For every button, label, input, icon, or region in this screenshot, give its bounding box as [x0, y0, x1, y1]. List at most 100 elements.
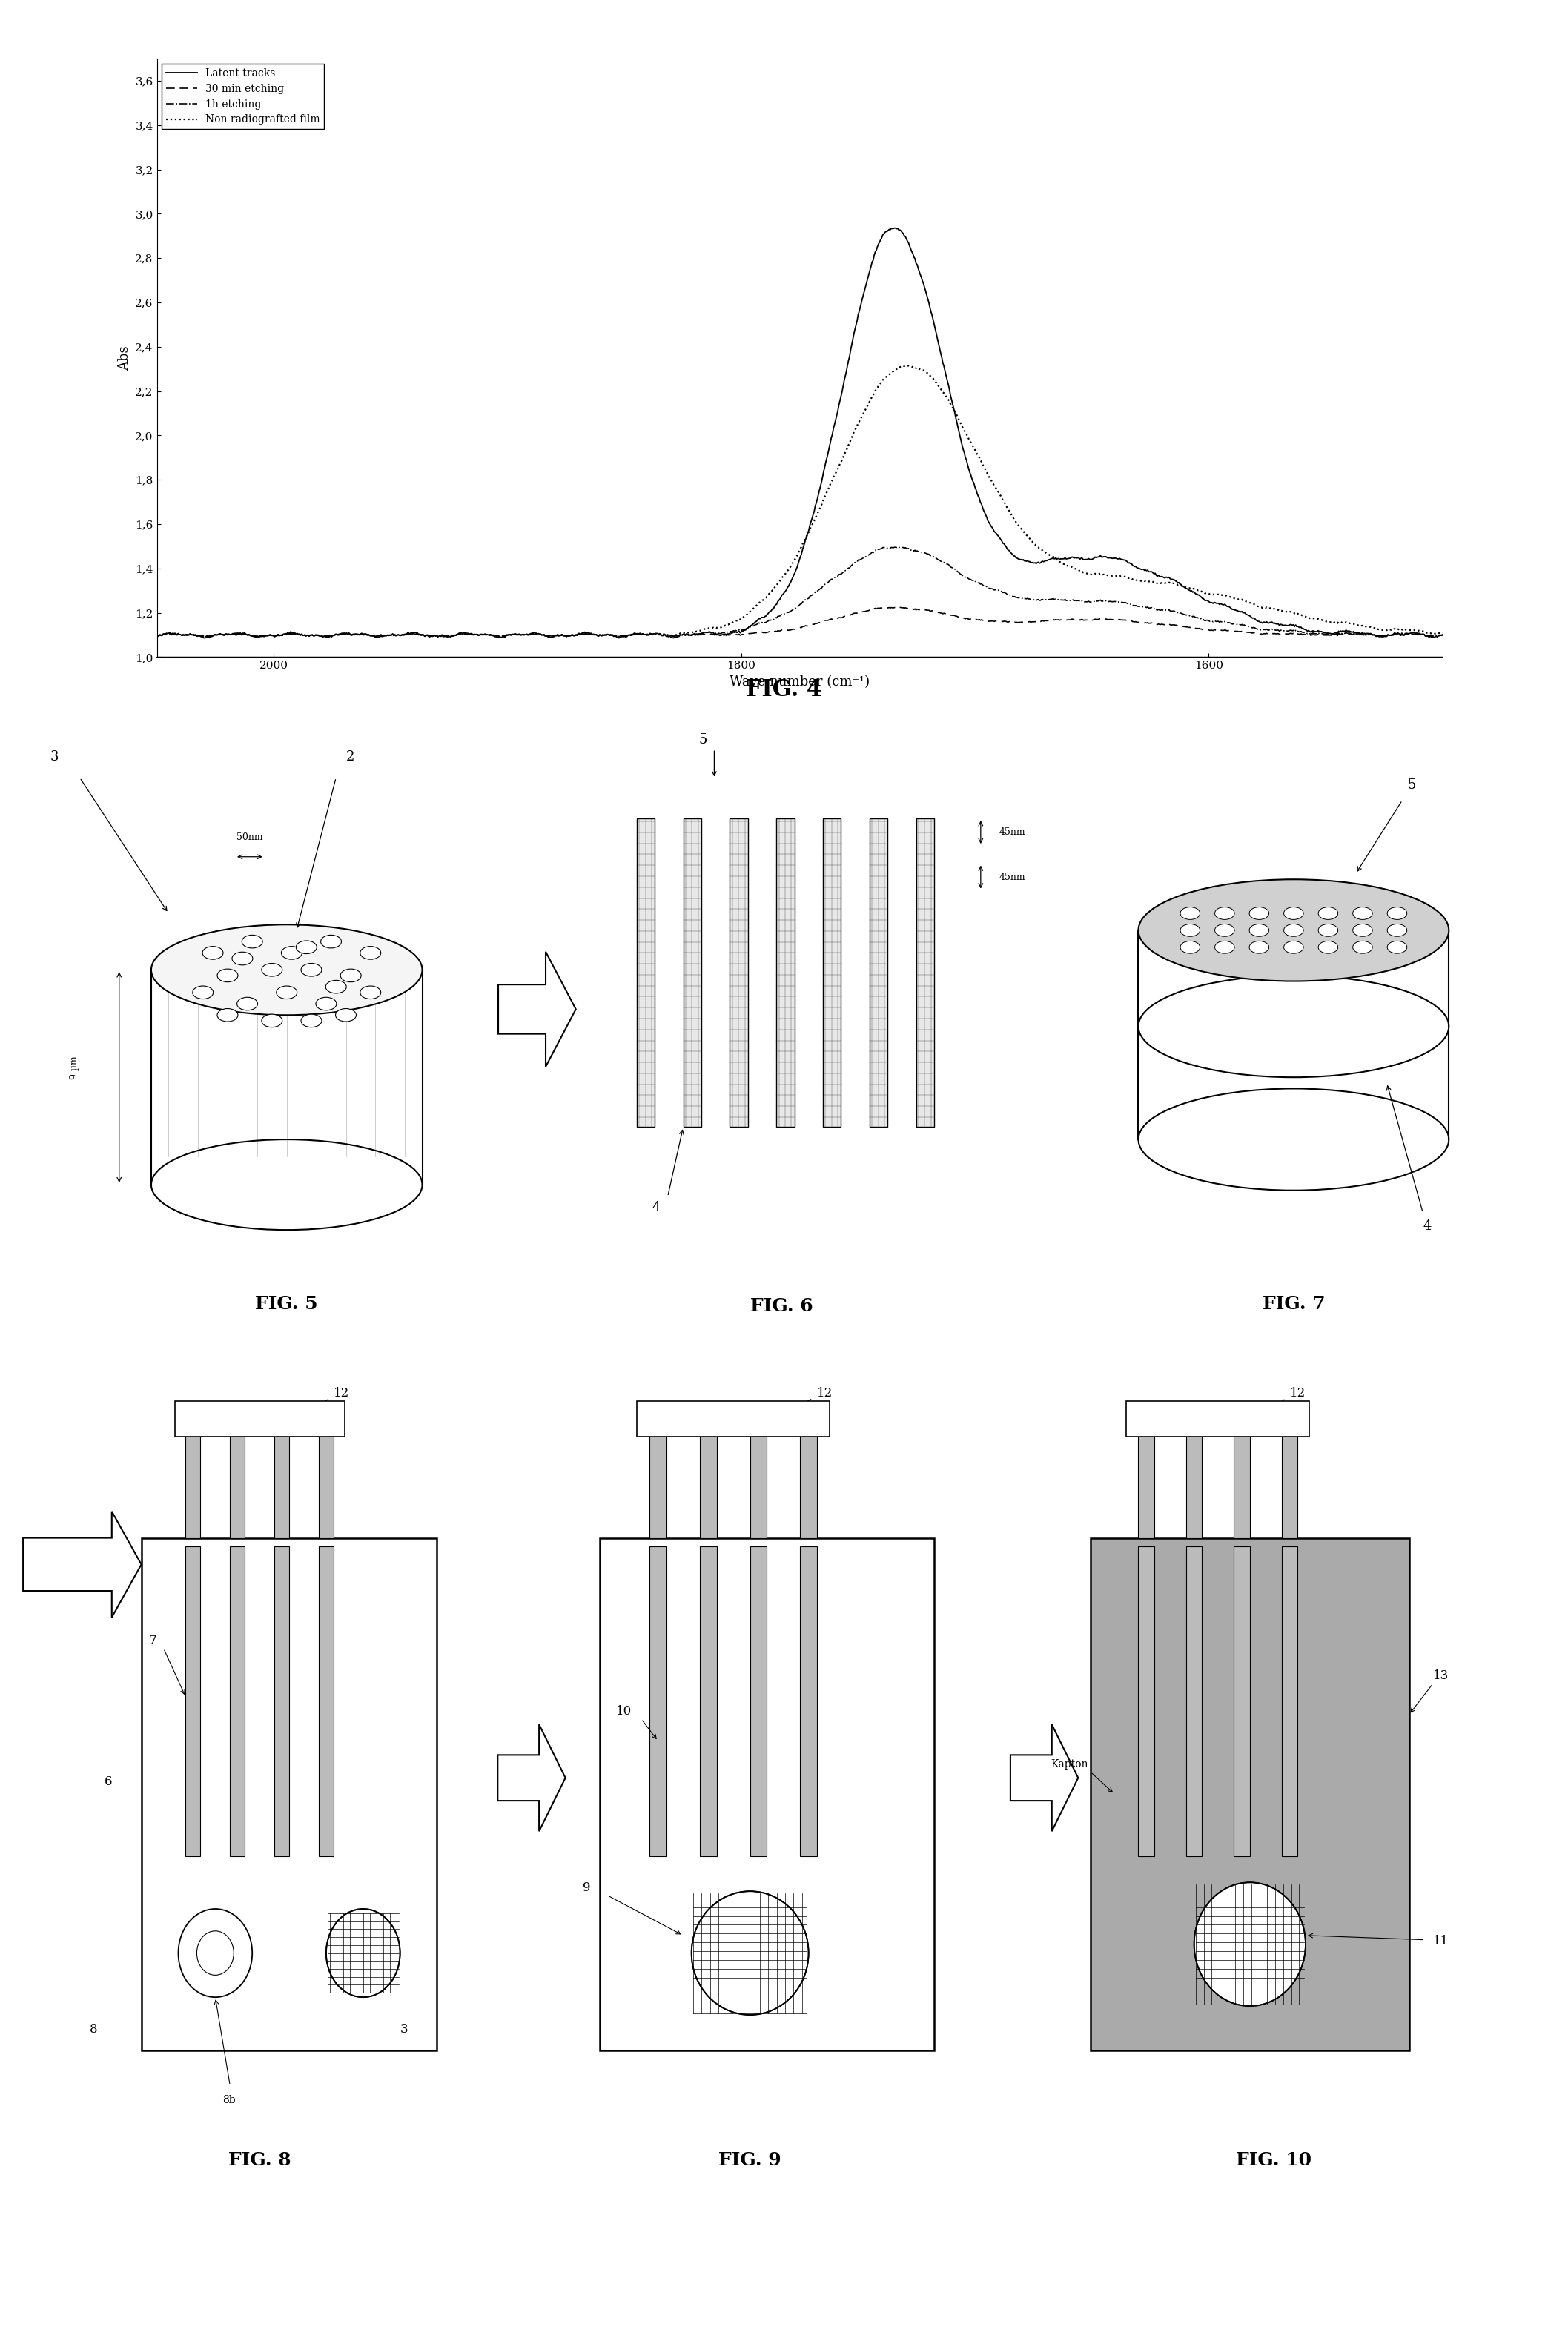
Ellipse shape [1353, 941, 1372, 953]
Text: 8b: 8b [223, 2096, 235, 2105]
Text: 13: 13 [1433, 1669, 1449, 1683]
Text: FIG. 10: FIG. 10 [1236, 2150, 1311, 2169]
Latent tracks [580, 620, 599, 648]
Text: FIG. 5: FIG. 5 [256, 1296, 318, 1312]
Ellipse shape [1388, 925, 1406, 936]
Text: 2: 2 [347, 751, 354, 763]
Bar [699, 1422, 717, 1537]
Non radiografted film [1433, 620, 1452, 648]
Bar [729, 819, 748, 1127]
Text: FIG. 9: FIG. 9 [718, 2150, 781, 2169]
Non radiografted film [895, 352, 914, 380]
Bar [174, 1401, 345, 1436]
Bar [869, 819, 887, 1127]
Ellipse shape [1138, 976, 1449, 1077]
1h etching [580, 620, 599, 648]
Ellipse shape [321, 934, 342, 948]
Bar [1138, 1547, 1154, 1856]
30 min etching [825, 603, 844, 631]
Bar [800, 1547, 817, 1856]
Line: Latent tracks: Latent tracks [157, 228, 1443, 638]
Latent tracks [610, 624, 629, 652]
30 min etching [147, 622, 166, 650]
1h etching [851, 545, 870, 573]
Ellipse shape [1138, 1089, 1449, 1190]
Text: 45nm: 45nm [999, 873, 1025, 882]
Bar [1185, 1422, 1203, 1537]
30 min etching [851, 598, 870, 627]
Polygon shape [24, 1511, 141, 1617]
1h etching [318, 622, 337, 650]
Ellipse shape [1215, 941, 1234, 953]
Latent tracks [706, 620, 724, 648]
30 min etching [1433, 620, 1452, 648]
Text: 9: 9 [583, 1882, 591, 1894]
Non radiografted film [318, 622, 337, 650]
Latent tracks [825, 413, 844, 441]
Bar [141, 1537, 437, 2051]
Text: 6: 6 [105, 1777, 113, 1788]
Non radiografted film [706, 613, 724, 641]
Non radiografted film [582, 620, 601, 648]
Bar [750, 1422, 767, 1537]
Bar [1234, 1547, 1250, 1856]
Bar [1234, 1422, 1250, 1537]
Bar [274, 1422, 289, 1537]
Bar [274, 1547, 289, 1856]
Ellipse shape [1181, 925, 1200, 936]
Ellipse shape [1353, 925, 1372, 936]
Bar [637, 819, 655, 1127]
Latent tracks [318, 622, 337, 650]
30 min etching [580, 620, 599, 648]
Ellipse shape [151, 925, 422, 1016]
Ellipse shape [326, 1908, 400, 1997]
Ellipse shape [218, 1009, 238, 1021]
1h etching [364, 622, 383, 650]
Text: 12: 12 [334, 1387, 350, 1399]
Text: 7: 7 [149, 1634, 157, 1648]
1h etching [610, 622, 629, 650]
Ellipse shape [315, 997, 337, 1009]
Ellipse shape [1388, 941, 1406, 953]
Non radiografted film [825, 462, 844, 491]
Text: 12: 12 [817, 1387, 833, 1399]
Text: FIG. 4: FIG. 4 [746, 678, 822, 702]
Legend: Latent tracks, 30 min etching, 1h etching, Non radiografted film: Latent tracks, 30 min etching, 1h etchin… [162, 63, 325, 129]
Ellipse shape [1284, 925, 1303, 936]
Ellipse shape [1250, 925, 1269, 936]
Bar [318, 1547, 334, 1856]
Ellipse shape [281, 946, 303, 960]
Bar [230, 1422, 245, 1537]
30 min etching [318, 622, 337, 650]
Bar [776, 819, 795, 1127]
Bar [1091, 1537, 1410, 2051]
Ellipse shape [1319, 906, 1338, 920]
Ellipse shape [237, 997, 257, 1009]
Non radiografted film [194, 622, 213, 650]
Text: 11: 11 [1433, 1934, 1449, 1948]
Latent tracks [1433, 620, 1452, 648]
Ellipse shape [361, 986, 381, 1000]
Ellipse shape [262, 962, 282, 976]
Ellipse shape [202, 946, 223, 960]
Bar [230, 1547, 245, 1856]
Ellipse shape [179, 1908, 252, 1997]
30 min etching [873, 594, 892, 622]
Ellipse shape [218, 969, 238, 981]
Text: 10: 10 [616, 1704, 632, 1718]
Line: 1h etching: 1h etching [157, 547, 1443, 636]
Ellipse shape [1250, 906, 1269, 920]
Ellipse shape [301, 962, 321, 976]
Ellipse shape [241, 934, 262, 948]
Latent tracks [851, 293, 870, 322]
Bar [637, 1401, 829, 1436]
Ellipse shape [1388, 906, 1406, 920]
Latent tracks [364, 622, 383, 650]
Line: 30 min etching: 30 min etching [157, 608, 1443, 636]
Text: FIG. 8: FIG. 8 [229, 2150, 292, 2169]
Ellipse shape [1215, 925, 1234, 936]
Ellipse shape [193, 986, 213, 1000]
Text: 5: 5 [699, 735, 707, 746]
Line: Non radiografted film: Non radiografted film [157, 366, 1443, 636]
Ellipse shape [1319, 941, 1338, 953]
